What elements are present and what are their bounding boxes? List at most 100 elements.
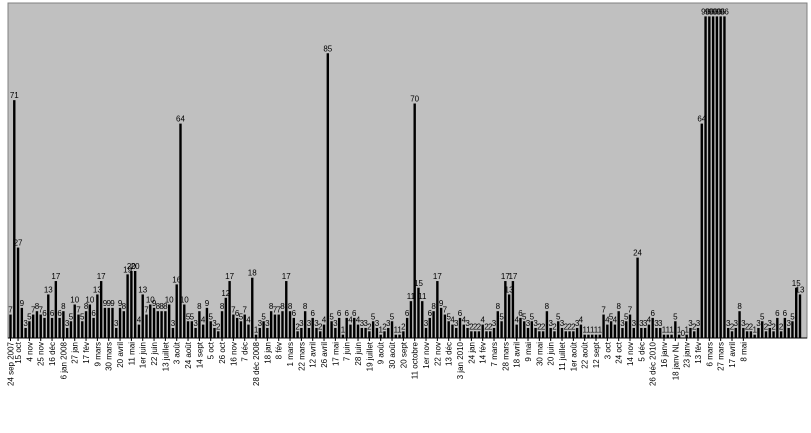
data-label: 3 xyxy=(696,319,701,328)
bar xyxy=(515,324,518,338)
bar xyxy=(239,321,243,338)
data-label: 5 xyxy=(556,312,561,321)
bar xyxy=(727,327,730,338)
data-label: 5 xyxy=(673,312,678,321)
tick-label: 7 juin xyxy=(343,342,352,361)
data-label: 3 xyxy=(193,319,198,328)
data-label: 17 xyxy=(508,272,517,281)
data-label: 96 xyxy=(705,7,714,16)
bar xyxy=(500,321,503,338)
bar xyxy=(749,331,753,338)
bar xyxy=(65,327,69,338)
bar xyxy=(92,317,95,338)
data-label: 4 xyxy=(348,316,353,325)
bar xyxy=(251,277,254,338)
bar xyxy=(111,307,114,338)
bar xyxy=(507,294,511,338)
data-label: 70 xyxy=(410,95,419,104)
data-label: 2 xyxy=(552,322,557,331)
bar xyxy=(205,307,209,338)
data-label: 15 xyxy=(414,279,423,288)
data-label: 18 xyxy=(248,269,257,278)
bar xyxy=(557,321,560,338)
bar xyxy=(730,331,734,338)
data-label: 6 xyxy=(292,309,297,318)
data-label: 3 xyxy=(560,319,565,328)
data-label: 8 xyxy=(220,302,225,311)
bar xyxy=(292,317,296,338)
tick-label: 25 nov xyxy=(37,342,46,366)
bar xyxy=(164,311,167,338)
data-label: 27 xyxy=(14,239,23,248)
bar xyxy=(160,311,163,338)
bar xyxy=(288,311,292,338)
bar xyxy=(405,317,409,338)
bar xyxy=(734,327,737,338)
bar xyxy=(371,321,375,338)
bar xyxy=(662,334,666,338)
tick-label: 3 jan 2010 xyxy=(456,341,465,379)
data-label: 5 xyxy=(499,312,504,321)
data-label: 10 xyxy=(180,296,189,305)
data-label: 3 xyxy=(363,319,368,328)
bar xyxy=(141,294,144,338)
bar xyxy=(439,307,443,338)
data-label: 13 xyxy=(796,285,805,294)
data-label: 5 xyxy=(609,312,614,321)
bar xyxy=(122,311,126,338)
bar xyxy=(232,314,235,338)
bar xyxy=(217,331,220,338)
data-label: 5 xyxy=(624,312,629,321)
data-label: 3 xyxy=(756,319,761,328)
data-label: 2 xyxy=(469,322,474,331)
bar xyxy=(213,327,216,338)
bar xyxy=(198,311,201,338)
bar xyxy=(530,321,533,338)
bar xyxy=(300,327,303,338)
bar xyxy=(315,327,318,338)
bar xyxy=(273,314,277,338)
data-label: 6 xyxy=(344,309,349,318)
data-label: 7 xyxy=(144,306,149,315)
data-label: 6 xyxy=(518,309,523,318)
data-label: 5 xyxy=(390,312,395,321)
tick-label: 15 oct xyxy=(14,341,23,364)
bar xyxy=(685,334,688,338)
bar xyxy=(776,317,779,338)
bar xyxy=(296,331,299,338)
data-label: 10 xyxy=(165,296,174,305)
tick-label: 12 sept xyxy=(592,341,601,368)
bar xyxy=(674,321,677,338)
bar xyxy=(47,294,50,338)
bar xyxy=(402,331,405,338)
data-label: 3 xyxy=(65,319,70,328)
bar xyxy=(183,304,186,338)
data-label: 9 xyxy=(205,299,210,308)
bar xyxy=(16,247,20,338)
bar xyxy=(50,317,54,338)
bar xyxy=(103,307,107,338)
bar xyxy=(69,321,73,338)
data-label: 2 xyxy=(216,322,221,331)
tick-label: 14 sept xyxy=(195,341,204,368)
tick-label: 26 déc 2010 xyxy=(649,341,658,386)
data-label: 3 xyxy=(386,319,391,328)
data-label: 85 xyxy=(323,44,332,53)
data-label: 2 xyxy=(541,322,546,331)
bar xyxy=(489,331,492,338)
data-label: 3 xyxy=(465,319,470,328)
bar xyxy=(700,123,703,338)
data-label: 3 xyxy=(526,319,531,328)
data-label: 1 xyxy=(586,326,591,335)
tick-label: 6 jan 2008 xyxy=(59,341,68,379)
tick-label: 13 déc xyxy=(445,342,454,366)
data-label: 9 xyxy=(439,299,444,308)
data-label: 15 xyxy=(792,279,801,288)
data-label: 5 xyxy=(190,312,195,321)
data-label: 11 xyxy=(407,292,416,301)
tick-label: 28 juin xyxy=(354,342,363,366)
bar xyxy=(281,311,284,338)
bar xyxy=(636,257,639,338)
data-label: 5 xyxy=(371,312,376,321)
data-label: 3 xyxy=(548,319,553,328)
